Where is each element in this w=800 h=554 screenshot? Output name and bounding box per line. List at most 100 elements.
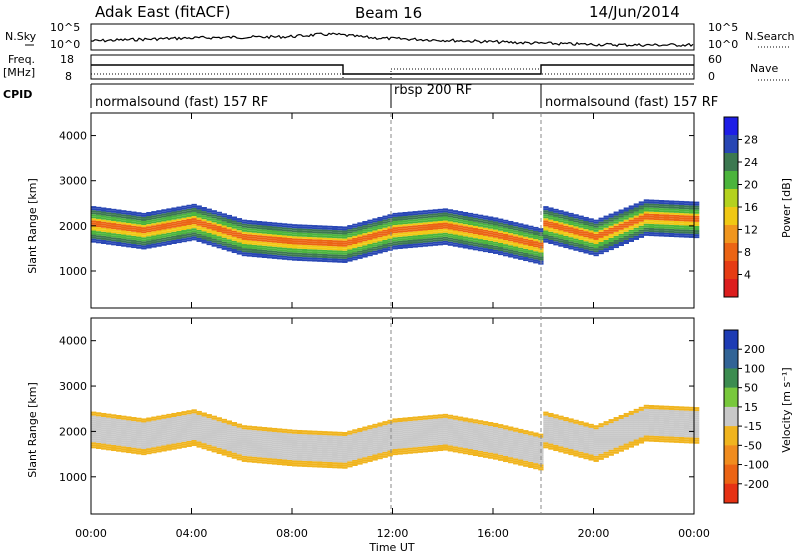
heatmap-cell [462, 423, 469, 426]
heatmap-cell [593, 451, 599, 454]
heatmap-cell [447, 209, 454, 212]
heatmap-cell [543, 411, 549, 414]
heatmap-cell [286, 254, 293, 257]
heatmap-cell [402, 419, 408, 422]
heatmap-cell [206, 448, 212, 451]
heatmap-cell [327, 258, 333, 261]
heatmap-cell [307, 440, 313, 443]
heatmap-cell [588, 218, 594, 221]
heatmap-cell [683, 420, 690, 423]
heatmap-cell [688, 441, 695, 444]
heatmap-cell [337, 441, 343, 444]
heatmap-cell [462, 441, 469, 444]
heatmap-cell [457, 430, 464, 433]
heatmap-cell [457, 229, 464, 232]
heatmap-cell [332, 258, 338, 261]
heatmap-cell [603, 242, 609, 244]
heatmap-cell [397, 236, 403, 239]
heatmap-cell [578, 235, 584, 238]
heatmap-cell [211, 222, 217, 225]
heatmap-cell [503, 427, 509, 430]
heatmap-cell [457, 434, 464, 437]
heatmap-cell [302, 226, 308, 229]
heatmap-cell [171, 229, 177, 232]
heatmap-cell [653, 205, 660, 208]
heatmap-cell [422, 444, 428, 447]
heatmap-cell [141, 231, 147, 234]
heatmap-cell [513, 462, 519, 465]
heatmap-cell [518, 251, 524, 254]
heatmap-cell [452, 242, 459, 245]
heatmap-cell [694, 439, 700, 442]
heatmap-cell [658, 206, 665, 209]
heatmap-cell [427, 445, 433, 448]
heatmap-cell [427, 242, 433, 245]
heatmap-cell [191, 411, 197, 414]
heatmap-cell [643, 421, 650, 424]
heatmap-cell [493, 217, 499, 220]
heatmap-cell [196, 419, 202, 422]
heatmap-cell [432, 239, 439, 242]
heatmap-cell [372, 442, 378, 445]
heatmap-cell [518, 253, 524, 256]
heatmap-cell [432, 431, 439, 434]
heatmap-cell [226, 249, 232, 252]
heatmap-cell [402, 242, 408, 245]
heatmap-cell [362, 235, 368, 238]
heatmap-cell [377, 245, 383, 248]
heatmap-cell [648, 228, 655, 230]
heatmap-cell [397, 218, 403, 221]
heatmap-cell [638, 223, 645, 226]
heatmap-cell [673, 212, 680, 215]
heatmap-cell [136, 438, 142, 441]
heatmap-cell [598, 455, 604, 458]
heatmap-cell [603, 235, 609, 238]
heatmap-cell [312, 430, 318, 433]
heatmap-cell [638, 207, 645, 210]
heatmap-cell [583, 428, 589, 431]
heatmap-cell [628, 227, 634, 230]
heatmap-cell [533, 434, 539, 437]
colorbar-tick-label: 24 [744, 156, 758, 169]
heatmap-cell [91, 436, 97, 439]
heatmap-cell [668, 428, 675, 431]
heatmap-cell [477, 448, 484, 451]
heatmap-cell [648, 219, 655, 222]
heatmap-cell [618, 229, 624, 232]
heatmap-cell [161, 225, 167, 228]
heatmap-cell [628, 207, 634, 210]
heatmap-cell [246, 441, 253, 444]
heatmap-cell [317, 461, 323, 464]
heatmap-cell [658, 436, 665, 439]
heatmap-cell [136, 220, 142, 223]
heatmap-cell [317, 447, 323, 450]
heatmap-cell [402, 238, 408, 241]
heatmap-cell [186, 414, 192, 417]
heatmap-cell [106, 413, 112, 416]
heatmap-cell [533, 237, 539, 240]
heatmap-cell [317, 432, 323, 435]
heatmap-cell [503, 443, 509, 446]
heatmap-cell [452, 429, 459, 432]
heatmap-cell [694, 435, 700, 438]
heatmap-cell [387, 216, 393, 219]
heatmap-cell [638, 205, 645, 208]
heatmap-cell [503, 457, 509, 460]
heatmap-cell [241, 455, 248, 458]
heatmap-cell [498, 251, 504, 254]
heatmap-cell [362, 444, 368, 447]
heatmap-cell [151, 229, 157, 232]
colorbar-frame [723, 329, 739, 504]
heatmap-cell [181, 443, 187, 446]
heatmap-cell [191, 433, 197, 436]
heatmap-cell [513, 452, 519, 455]
heatmap-cell [523, 250, 529, 253]
heatmap-cell [493, 439, 499, 442]
heatmap-cell [126, 221, 132, 224]
heatmap-cell [136, 242, 142, 245]
heatmap-cell [332, 435, 338, 438]
heatmap-cell [628, 211, 634, 214]
heatmap-cell [533, 446, 539, 449]
heatmap-cell [673, 432, 680, 435]
heatmap-cell [533, 432, 539, 435]
